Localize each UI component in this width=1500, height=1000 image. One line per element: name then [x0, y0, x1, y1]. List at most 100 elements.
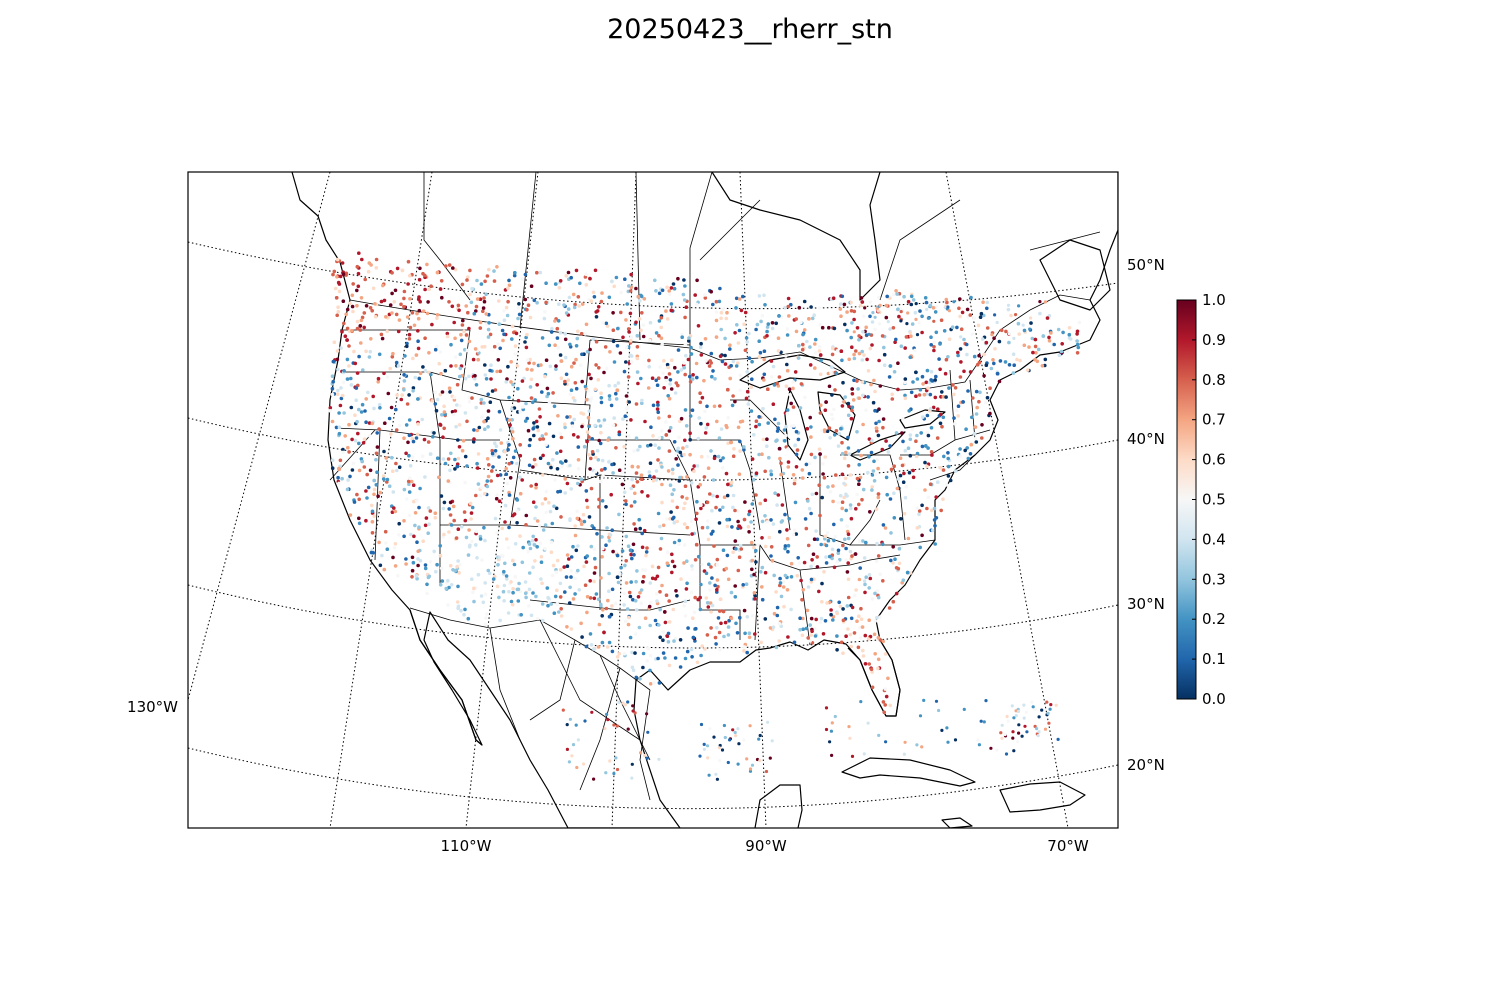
station-point	[845, 604, 850, 608]
station-point	[853, 552, 858, 556]
station-point	[801, 627, 805, 631]
station-point	[551, 563, 556, 568]
station-point	[787, 387, 792, 392]
station-point	[697, 416, 701, 420]
station-point	[646, 494, 650, 498]
station-point	[653, 618, 658, 623]
station-point	[946, 474, 951, 478]
station-point	[610, 649, 615, 654]
station-point	[544, 443, 548, 447]
station-point	[390, 311, 394, 315]
station-point	[850, 345, 854, 350]
station-point	[611, 311, 615, 315]
station-point	[540, 618, 545, 623]
station-point	[779, 624, 783, 628]
station-point	[876, 466, 880, 471]
station-point	[785, 362, 789, 367]
station-point	[1075, 342, 1080, 347]
station-point	[569, 569, 573, 573]
station-point	[839, 314, 843, 319]
station-point	[733, 508, 737, 513]
station-point	[492, 269, 496, 273]
station-point	[708, 581, 712, 585]
station-point	[620, 482, 625, 487]
station-point	[669, 302, 674, 306]
station-point	[658, 547, 663, 551]
station-point	[628, 289, 633, 293]
station-point	[609, 403, 614, 408]
station-point	[407, 332, 412, 337]
station-point	[1030, 336, 1035, 341]
station-point	[617, 651, 622, 656]
station-point	[597, 418, 601, 423]
station-point	[599, 396, 604, 400]
station-point	[657, 757, 661, 761]
station-point	[363, 409, 367, 413]
station-point	[587, 453, 591, 457]
station-point	[809, 633, 813, 637]
station-point	[791, 532, 796, 537]
station-point	[866, 369, 871, 373]
station-point	[714, 772, 718, 776]
station-point	[501, 338, 505, 343]
station-point	[915, 743, 919, 747]
station-point	[633, 651, 637, 655]
station-point	[550, 326, 554, 331]
station-point	[423, 523, 428, 528]
station-point	[953, 738, 958, 742]
station-point	[873, 327, 877, 332]
station-point	[854, 507, 858, 511]
station-point	[597, 505, 601, 509]
station-point	[826, 538, 831, 543]
station-point	[377, 427, 381, 431]
station-point	[777, 314, 781, 318]
station-point	[461, 439, 466, 443]
station-point	[515, 587, 520, 592]
station-point	[852, 631, 857, 635]
station-point	[876, 554, 881, 558]
station-point	[852, 378, 856, 383]
station-point	[689, 352, 694, 356]
station-point	[684, 305, 689, 310]
station-point	[705, 601, 710, 605]
station-point	[384, 456, 389, 460]
station-point	[616, 580, 621, 585]
station-point	[970, 415, 974, 420]
station-point	[877, 419, 881, 424]
station-point	[671, 282, 676, 286]
station-point	[813, 627, 817, 631]
station-point	[657, 681, 662, 685]
station-point	[846, 561, 850, 565]
station-point	[785, 333, 790, 337]
station-point	[880, 447, 885, 452]
station-point	[633, 491, 637, 496]
station-point	[343, 434, 348, 438]
station-point	[629, 272, 633, 277]
station-point	[606, 718, 610, 722]
station-point	[1016, 740, 1020, 744]
station-point	[719, 427, 724, 431]
station-point	[504, 537, 509, 541]
station-point	[677, 479, 682, 483]
station-point	[535, 545, 539, 549]
hudson-bay-coast	[711, 172, 881, 301]
page-title: 20250423__rherr_stn	[607, 14, 893, 45]
station-point	[391, 351, 395, 356]
station-point	[538, 541, 543, 546]
colorbar-ticks: 0.00.10.20.30.40.50.60.70.80.91.0	[1192, 291, 1226, 708]
station-point	[924, 300, 929, 305]
station-point	[854, 349, 858, 353]
station-point	[615, 655, 620, 659]
station-point	[531, 565, 535, 570]
station-point	[1029, 316, 1033, 320]
station-point	[378, 406, 382, 410]
station-point	[383, 421, 387, 426]
station-point	[794, 532, 798, 536]
station-point	[941, 497, 945, 502]
station-point	[346, 445, 350, 450]
station-point	[898, 473, 903, 478]
station-point	[472, 376, 477, 381]
station-point	[482, 299, 487, 304]
station-point	[445, 334, 450, 339]
station-point	[566, 307, 571, 311]
